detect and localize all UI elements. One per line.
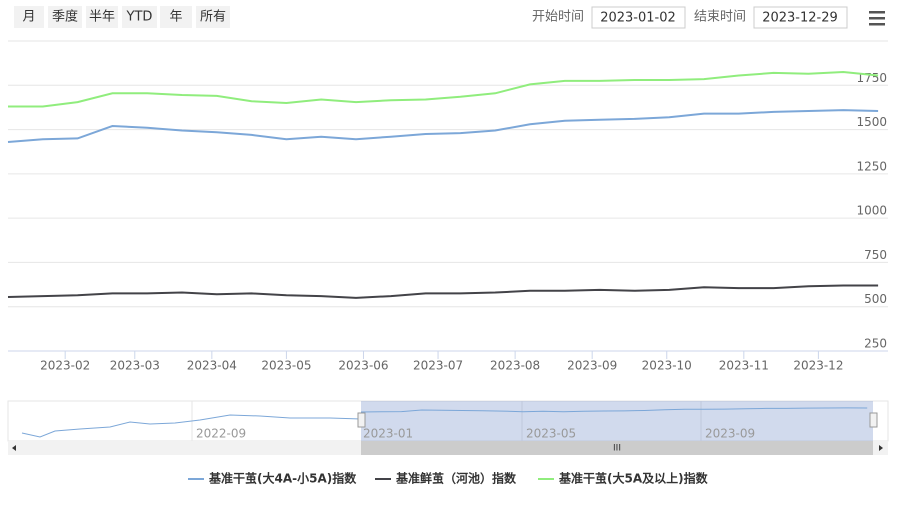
scroll-left[interactable] bbox=[12, 445, 16, 451]
range-label[interactable]: 半年 bbox=[89, 10, 115, 25]
start-date[interactable]: 2023-01-02 bbox=[600, 11, 676, 26]
x-tick-label: 2023-09 bbox=[567, 359, 617, 373]
x-tick-label: 2023-08 bbox=[490, 359, 540, 373]
range-button[interactable] bbox=[122, 6, 157, 28]
nav-label: 2023-09 bbox=[705, 427, 755, 441]
range-button[interactable] bbox=[196, 6, 230, 28]
start-input[interactable] bbox=[591, 6, 686, 29]
series-line bbox=[8, 70, 879, 108]
range-label[interactable]: YTD bbox=[126, 10, 153, 25]
end-input[interactable] bbox=[753, 6, 848, 29]
x-tick-label: 2023-06 bbox=[338, 359, 388, 373]
x-tick-label: 2023-11 bbox=[719, 359, 769, 373]
range-button[interactable] bbox=[14, 6, 44, 28]
nav-label: 2023-05 bbox=[526, 427, 576, 441]
end-label: 结束时间 bbox=[694, 10, 746, 25]
y-tick-label: 1500 bbox=[856, 115, 887, 129]
nav-line bbox=[360, 407, 868, 413]
x-tick-label: 2023-04 bbox=[187, 359, 237, 373]
range-button[interactable] bbox=[48, 6, 82, 28]
y-tick-label: 1000 bbox=[856, 204, 887, 218]
x-tick-label: 2023-03 bbox=[110, 359, 160, 373]
nav-handle[interactable] bbox=[869, 412, 878, 428]
navigator bbox=[7, 400, 889, 442]
nav-history-line bbox=[21, 414, 362, 438]
legend-label[interactable]: 基准鲜茧（河池）指数 bbox=[395, 471, 517, 486]
y-tick-label: 750 bbox=[864, 248, 887, 262]
x-tick-label: 2023-02 bbox=[40, 359, 90, 373]
nav-selection[interactable] bbox=[361, 401, 873, 441]
x-tick-label: 2023-05 bbox=[261, 359, 311, 373]
scrollbar-thumb[interactable] bbox=[361, 441, 873, 455]
series-line bbox=[7, 109, 879, 143]
nav-label: 2022-09 bbox=[196, 427, 246, 441]
range-label[interactable]: 年 bbox=[169, 10, 182, 25]
nav-handle[interactable] bbox=[357, 412, 366, 428]
y-tick-label: 250 bbox=[864, 337, 887, 351]
legend-label[interactable]: 基准干茧(大4A-小5A)指数 bbox=[208, 471, 357, 486]
scrollbar-grip: III bbox=[613, 444, 621, 454]
nav-label: 2023-01 bbox=[363, 427, 413, 441]
end-date[interactable]: 2023-12-29 bbox=[762, 11, 838, 26]
y-tick-label: 500 bbox=[864, 292, 887, 306]
menu-button[interactable] bbox=[869, 11, 885, 26]
range-label[interactable]: 月 bbox=[22, 10, 35, 25]
range-button[interactable] bbox=[86, 6, 118, 28]
range-label[interactable]: 所有 bbox=[200, 10, 226, 25]
range-label[interactable]: 季度 bbox=[52, 9, 78, 25]
toolbar: 月 季度 半年 YTD 年 所有 bbox=[14, 6, 230, 28]
x-tick-label: 2023-10 bbox=[642, 359, 692, 373]
y-tick-label: 1250 bbox=[856, 159, 887, 173]
legend-label[interactable]: 基准干茧(大5A及以上)指数 bbox=[558, 471, 709, 486]
start-label: 开始时间 bbox=[532, 10, 584, 25]
range-button[interactable] bbox=[160, 6, 192, 28]
x-tick-label: 2023-07 bbox=[413, 359, 463, 373]
x-tick-label: 2023-12 bbox=[793, 359, 843, 373]
series-line bbox=[7, 284, 879, 299]
scroll-right[interactable] bbox=[879, 445, 883, 451]
